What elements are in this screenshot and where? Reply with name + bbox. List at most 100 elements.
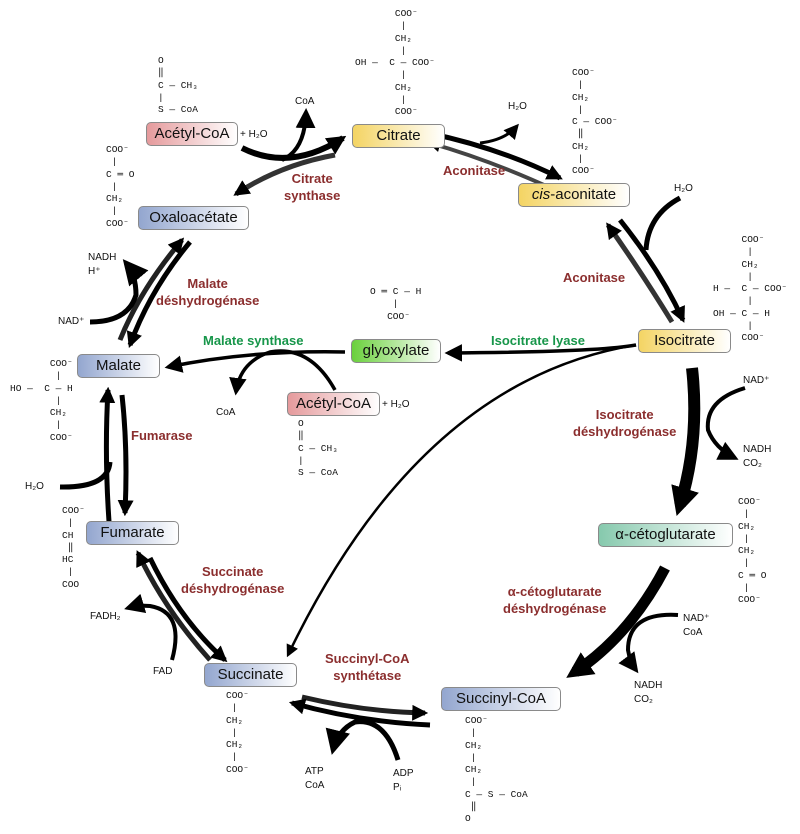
- structure-line: |: [106, 180, 118, 192]
- arrow-h2o-in: [643, 195, 682, 251]
- structure-line: |: [106, 156, 118, 168]
- structure-citrate: COO⁻ | CH₂ | OH — C — COO⁻ | CH₂ | COO⁻: [355, 8, 435, 119]
- compound-alpha-ketoglutarate: α-cétoglutarate: [598, 523, 733, 547]
- structure-line: |: [10, 370, 62, 382]
- structure-line: CH₂: [226, 739, 244, 751]
- cofactor-fad: FAD: [153, 666, 173, 677]
- structure-line: O: [465, 813, 471, 825]
- structure-line: COO⁻: [572, 67, 595, 78]
- structure-oxaloacetate: COO⁻ | C ═ O | CH₂ | COO⁻: [106, 144, 135, 230]
- enzyme-line: Isocitrate: [595, 407, 654, 422]
- enzyme-line: synthase: [284, 188, 341, 203]
- structure-line: |: [572, 153, 584, 165]
- structure-line: COO⁻: [738, 594, 761, 606]
- cis-prefix: cis: [531, 186, 551, 203]
- cofactor-nadh-h: NADH H⁺: [88, 252, 117, 277]
- structure-line: |: [738, 508, 750, 520]
- cofactor-h2o: + H₂O: [382, 399, 410, 410]
- structure-line: CH₂: [713, 258, 759, 270]
- arrow-coa-release: [281, 108, 316, 162]
- structure-succinyl-coa: COO⁻ | CH₂ | CH₂ | C — S — CoA ‖ O: [465, 715, 528, 826]
- compound-oxaloacetate: Oxaloacétate: [138, 206, 249, 230]
- structure-isocitrate: COO⁻ | CH₂ | H — C — COO⁻ | OH — C — H | C…: [713, 234, 787, 345]
- structure-line: C — CH₃: [158, 79, 198, 91]
- structure-line: C ═ O: [738, 569, 767, 581]
- compound-fumarate: Fumarate: [86, 521, 179, 545]
- structure-line: |: [355, 20, 407, 32]
- compound-succinate: Succinate: [204, 663, 297, 687]
- arrow-isocitrate-to-cisaconitate: [605, 222, 675, 324]
- enzyme-fumarase: Fumarase: [131, 428, 193, 443]
- arrow-malate-to-oxaloacetate: [117, 237, 185, 341]
- structure-line: CH₂: [738, 520, 756, 532]
- arrow-adp-atp: [325, 719, 401, 761]
- arrow-acetylcoa-malate-synthase: [229, 349, 337, 396]
- structure-line: |: [738, 557, 750, 569]
- enzyme-akg-dehydrogenase: α-cétoglutarate déshydrogénase: [503, 583, 606, 617]
- arrow-cisaconitate-to-isocitrate: [618, 218, 686, 323]
- structure-line: COO⁻: [370, 310, 410, 322]
- arrow-citrate-to-oxaloacetate: [233, 152, 336, 197]
- structure-line: |: [465, 727, 477, 739]
- structure-line: |: [738, 532, 750, 544]
- structure-line: HC: [62, 554, 74, 566]
- structure-line: COO⁻: [572, 165, 595, 177]
- structure-line: |: [62, 517, 74, 529]
- compound-glyoxylate: glyoxylate: [351, 339, 441, 363]
- cofactor-nadh-co2: NADH CO₂: [634, 680, 663, 705]
- structure-malate: COO⁻ | HO — C — H | CH₂ | COO⁻: [10, 358, 73, 444]
- structure-line: |: [465, 751, 477, 763]
- structure-line: CH: [62, 529, 74, 541]
- enzyme-line: déshydrogénase: [156, 293, 260, 308]
- structure-line: C ═ O: [106, 168, 135, 180]
- cofactor-nad: NAD⁺: [58, 316, 85, 327]
- enzyme-citrate-synthase: Citrate synthase: [284, 170, 340, 204]
- structure-line: |: [713, 270, 753, 282]
- cofactor-h2o: H₂O: [508, 101, 527, 112]
- compound-acetyl-coa-mid: Acétyl-CoA: [287, 392, 380, 416]
- arrow-acetylcoa-to-citrate: [240, 135, 347, 161]
- structure-line: OH — C — COO⁻: [355, 57, 435, 69]
- enzyme-succinate-dehydrogenase: Succinate déshydrogénase: [181, 563, 284, 597]
- structure-line: CH₂: [226, 714, 244, 726]
- enzyme-line: déshydrogénase: [181, 581, 285, 596]
- structure-succinate: COO⁻ | CH₂ | CH₂ | COO⁻: [226, 690, 249, 776]
- arrow-isocitrate-to-akg: [671, 367, 701, 517]
- structure-line: CH₂: [10, 407, 68, 419]
- structure-line: |: [355, 44, 407, 56]
- structure-line: COO: [62, 578, 80, 590]
- structure-alpha-ketoglutarate: COO⁻ | CH₂ | CH₂ | C ═ O | COO⁻: [738, 496, 767, 607]
- cofactor-nadh-co2: NADH CO₂: [743, 444, 772, 469]
- arrow-glyoxylate-to-malate: [164, 350, 346, 373]
- cofactor-nad-coa: NAD⁺ CoA: [683, 613, 710, 638]
- enzyme-isocitrate-dehydrogenase: Isocitrate déshydrogénase: [573, 406, 676, 440]
- enzyme-line: Succinate: [201, 564, 264, 579]
- enzyme-malate-synthase: Malate synthase: [203, 333, 304, 348]
- compound-malate: Malate: [77, 354, 160, 378]
- enzyme-line: déshydrogénase: [573, 424, 677, 439]
- arrow-malate-to-fumarate: [117, 394, 134, 517]
- structure-line: |: [370, 298, 399, 310]
- structure-fumarate: COO⁻ | CH ‖ HC | COO: [62, 505, 85, 591]
- structure-line: COO⁻: [226, 690, 249, 701]
- structure-line: CH₂: [465, 764, 483, 776]
- enzyme-malate-dehydrogenase: Malate déshydrogénase: [156, 275, 259, 309]
- structure-line: COO⁻: [465, 715, 488, 726]
- structure-line: COO⁻: [355, 106, 418, 118]
- structure-line: CH₂: [465, 739, 483, 751]
- enzyme-line: Citrate: [291, 171, 333, 186]
- cofactor-atp-coa: ATP CoA: [305, 766, 325, 791]
- structure-line: C — S — CoA: [465, 788, 528, 800]
- cofactor-h2o: H₂O: [674, 183, 693, 194]
- structure-line: COO⁻: [106, 217, 129, 229]
- structure-glyoxylate: O ═ C — H | COO⁻: [370, 286, 421, 323]
- enzyme-line: α-cétoglutarate: [507, 584, 602, 599]
- structure-acetyl-coa-mid: O ‖ C — CH₃ | S — CoA: [298, 418, 338, 479]
- structure-line: ‖: [298, 430, 304, 442]
- structure-line: COO⁻: [10, 358, 73, 369]
- arrow-nad-malate: [89, 259, 149, 325]
- cofactor-coa: CoA: [216, 407, 236, 418]
- structure-line: |: [713, 246, 753, 258]
- structure-line: S — CoA: [158, 104, 198, 116]
